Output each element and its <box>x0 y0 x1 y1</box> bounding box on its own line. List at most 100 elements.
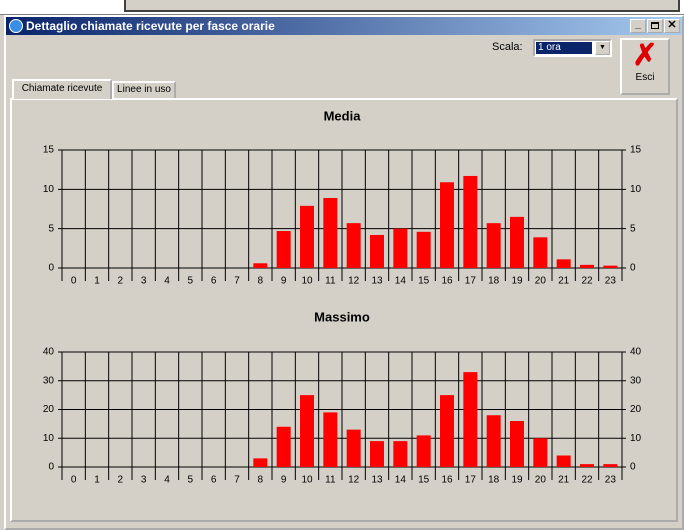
x-tick-label: 23 <box>605 276 617 287</box>
y-tick-label: 0 <box>48 263 54 274</box>
x-tick-label: 7 <box>234 276 240 287</box>
x-tick-label: 5 <box>188 276 194 287</box>
x-tick-label: 11 <box>325 475 336 486</box>
bar <box>603 464 618 467</box>
y-tick-label: 10 <box>43 433 55 444</box>
x-tick-label: 9 <box>281 276 287 287</box>
x-tick-label: 13 <box>371 276 383 287</box>
minimize-button[interactable]: _ <box>630 19 646 33</box>
bar <box>463 372 478 467</box>
x-tick-label: 15 <box>418 276 430 287</box>
x-tick-label: 21 <box>558 276 570 287</box>
tab-active[interactable]: Chiamate ricevute <box>12 79 112 99</box>
bar <box>300 395 314 467</box>
y-tick-label: 40 <box>43 347 55 358</box>
bar <box>533 237 548 268</box>
scale-value: 1 ora <box>536 42 592 54</box>
x-tick-label: 4 <box>164 276 170 287</box>
y2-tick-label: 0 <box>630 263 636 274</box>
x-tick-label: 10 <box>301 475 313 486</box>
close-button[interactable]: ✕ <box>664 19 680 33</box>
x-tick-label: 19 <box>511 475 523 486</box>
x-tick-label: 0 <box>71 475 77 486</box>
y-tick-label: 10 <box>43 184 55 195</box>
x-tick-label: 6 <box>211 475 217 486</box>
x-tick-label: 16 <box>441 276 453 287</box>
background-window <box>0 0 684 15</box>
bar <box>510 216 524 268</box>
x-tick-label: 18 <box>488 276 500 287</box>
x-tick-label: 10 <box>301 276 313 287</box>
bar <box>323 197 338 268</box>
scale-label: Scala: <box>492 41 523 53</box>
bar <box>253 458 268 467</box>
x-tick-label: 22 <box>581 475 593 486</box>
y2-tick-label: 15 <box>630 145 642 156</box>
x-tick-label: 3 <box>141 276 147 287</box>
x-tick-label: 1 <box>94 276 100 287</box>
tab[interactable]: Linee in uso <box>112 81 176 98</box>
x-tick-label: 13 <box>371 475 383 486</box>
bar <box>603 265 618 268</box>
x-tick-label: 0 <box>71 276 77 287</box>
x-tick-label: 14 <box>395 276 407 287</box>
bar <box>580 464 594 467</box>
exit-button[interactable]: ✗ Esci <box>620 38 670 95</box>
x-tick-label: 17 <box>465 475 477 486</box>
app-icon <box>9 19 23 33</box>
y2-tick-label: 30 <box>630 375 642 386</box>
bar <box>556 259 571 268</box>
x-tick-label: 8 <box>258 475 264 486</box>
y-tick-label: 30 <box>43 375 55 386</box>
x-tick-label: 7 <box>234 475 240 486</box>
background-edge <box>124 0 680 12</box>
bar <box>253 263 268 268</box>
x-tick-label: 20 <box>535 276 547 287</box>
x-tick-label: 18 <box>488 475 500 486</box>
maximize-glyph <box>651 22 659 29</box>
chart-title: Media <box>324 108 362 123</box>
chart-title: Massimo <box>314 309 370 324</box>
window: Dettaglio chiamate ricevute per fasce or… <box>4 15 684 530</box>
bar <box>393 441 408 467</box>
x-tick-label: 2 <box>118 276 124 287</box>
y2-tick-label: 10 <box>630 184 642 195</box>
bar <box>440 395 454 467</box>
bar <box>276 231 291 268</box>
x-tick-label: 17 <box>465 276 477 287</box>
bar <box>393 228 408 268</box>
x-tick-label: 20 <box>535 475 547 486</box>
x-tick-label: 8 <box>258 276 264 287</box>
x-tick-label: 6 <box>211 276 217 287</box>
bar <box>556 455 571 467</box>
scale-dropdown[interactable]: 1 ora ▼ <box>533 39 612 57</box>
bar <box>486 415 501 467</box>
bar <box>440 182 454 268</box>
maximize-button[interactable] <box>647 19 663 33</box>
bar <box>370 234 384 268</box>
bar <box>580 264 594 268</box>
x-tick-label: 12 <box>348 475 360 486</box>
exit-label: Esci <box>635 72 655 83</box>
x-tick-label: 12 <box>348 276 360 287</box>
y2-tick-label: 5 <box>630 223 636 234</box>
x-tick-label: 21 <box>558 475 570 486</box>
dropdown-arrow[interactable]: ▼ <box>595 41 610 55</box>
bar <box>300 205 314 268</box>
bar <box>346 223 361 268</box>
x-tick-label: 16 <box>441 475 453 486</box>
x-tick-label: 3 <box>141 475 147 486</box>
bar <box>416 231 431 268</box>
bar <box>416 435 431 467</box>
x-tick-label: 19 <box>511 276 523 287</box>
window-title: Dettaglio chiamate ricevute per fasce or… <box>26 19 275 33</box>
x-tick-label: 5 <box>188 475 194 486</box>
bar <box>533 438 548 467</box>
y2-tick-label: 0 <box>630 462 636 473</box>
x-tick-label: 9 <box>281 475 287 486</box>
bar <box>346 429 361 467</box>
x-tick-label: 23 <box>605 475 617 486</box>
x-tick-label: 2 <box>118 475 124 486</box>
